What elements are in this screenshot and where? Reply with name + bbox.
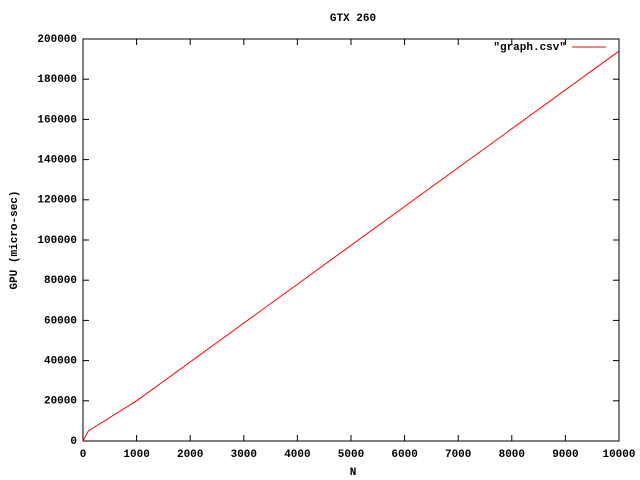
y-tick-label: 40000 [44,356,77,368]
x-tick-label: 7000 [445,449,471,461]
x-tick-label: 9000 [552,449,578,461]
x-tick-label: 5000 [338,449,364,461]
y-tick-label: 80000 [44,275,77,287]
y-tick-label: 140000 [37,155,77,167]
y-tick-label: 160000 [37,114,77,126]
x-tick-label: 4000 [284,449,310,461]
x-tick-label: 10000 [602,449,635,461]
x-tick-label: 8000 [499,449,525,461]
chart-title: GTX 260 [330,13,376,25]
x-tick-label: 6000 [391,449,417,461]
y-tick-label: 100000 [37,235,77,247]
x-tick-label: 2000 [177,449,203,461]
x-tick-label: 3000 [231,449,257,461]
y-tick-label: 200000 [37,34,77,46]
y-axis-label: GPU (micro-sec) [9,190,21,289]
x-tick-label: 0 [80,449,87,461]
x-axis-label: N [350,467,357,479]
y-tick-label: 20000 [44,396,77,408]
y-tick-label: 60000 [44,315,77,327]
y-tick-label: 120000 [37,195,77,207]
y-tick-label: 0 [70,436,77,448]
x-tick-label: 1000 [123,449,149,461]
y-tick-label: 180000 [37,74,77,86]
series-line [82,50,620,442]
legend-label: "graph.csv" [493,42,566,54]
